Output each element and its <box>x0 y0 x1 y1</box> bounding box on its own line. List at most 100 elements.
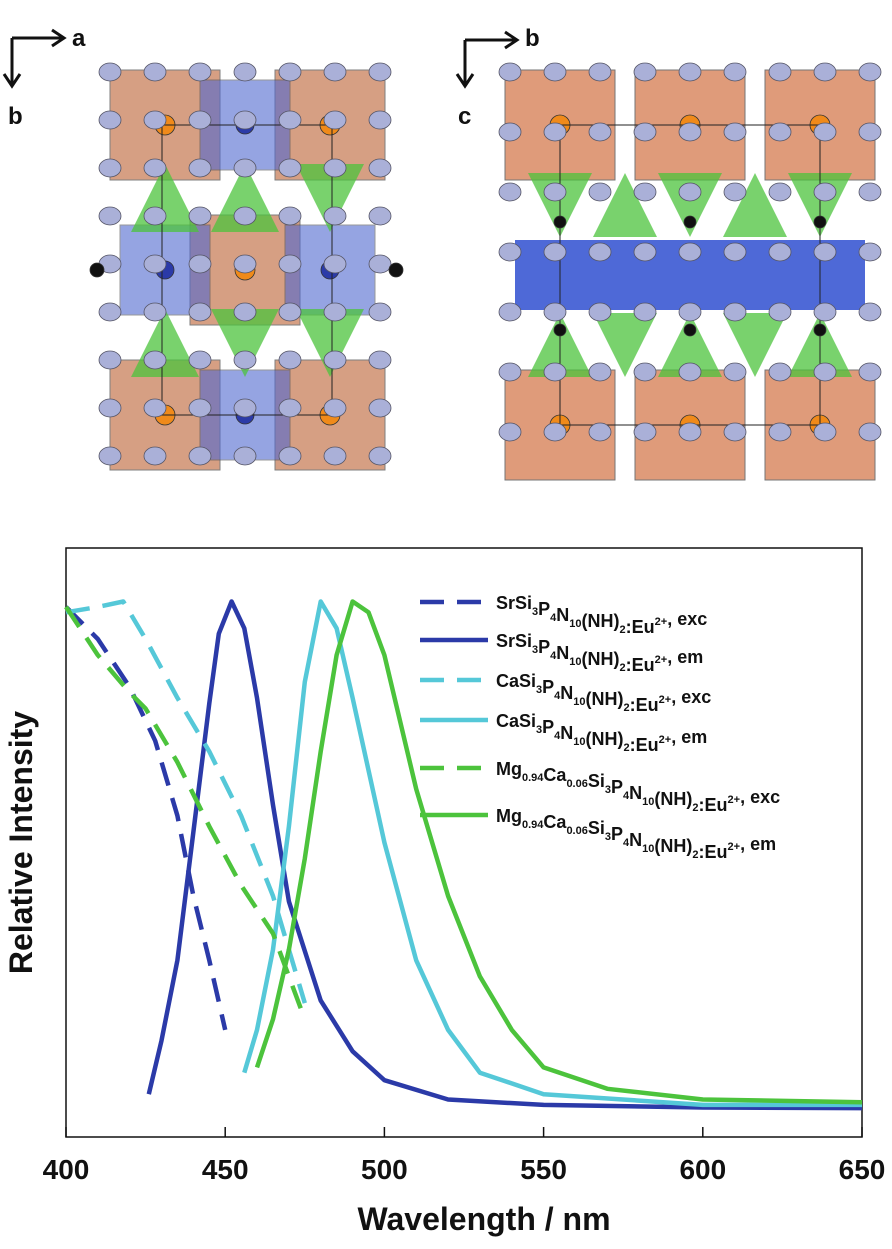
text-run: 10 <box>642 796 654 808</box>
atom <box>143 350 167 370</box>
legend-label: SrSi3P4N10(NH)2:Eu2+, exc <box>496 593 707 637</box>
atom <box>498 242 522 262</box>
atom <box>98 398 122 418</box>
text-run: (NH) <box>582 649 620 669</box>
tetrahedron <box>658 173 722 237</box>
atom <box>278 350 302 370</box>
atom <box>813 422 837 442</box>
text-run: 3 <box>536 724 542 736</box>
text-run: 4 <box>550 612 557 624</box>
atom <box>233 302 257 322</box>
text-run: 2 <box>624 702 630 714</box>
atom <box>233 446 257 466</box>
series-line <box>242 599 862 1108</box>
text-run: 10 <box>573 736 585 748</box>
atom <box>89 262 105 278</box>
atom <box>768 122 792 142</box>
text-run: 3 <box>532 606 538 618</box>
text-run: 2+ <box>728 841 741 853</box>
atom <box>368 110 392 130</box>
text-run: 0.94 <box>522 819 544 831</box>
atom <box>633 302 657 322</box>
x-tick-label: 650 <box>839 1154 886 1185</box>
text-run: P <box>542 717 554 737</box>
atom <box>388 262 404 278</box>
text-run: 4 <box>623 790 630 802</box>
text-run: 4 <box>554 690 561 702</box>
series-line <box>64 605 228 1031</box>
legend-label: CaSi3P4N10(NH)2:Eu2+, em <box>496 711 707 755</box>
axis-label: a <box>72 25 86 52</box>
atom <box>723 182 747 202</box>
atom <box>233 110 257 130</box>
atom <box>813 302 837 322</box>
series-line <box>65 599 307 1004</box>
text-run: :Eu <box>630 695 659 715</box>
text-run: 2+ <box>655 616 668 628</box>
axis-arrows <box>2 28 520 89</box>
atom <box>188 110 212 130</box>
atom <box>858 122 882 142</box>
atom <box>498 182 522 202</box>
atom <box>498 422 522 442</box>
atom <box>323 158 347 178</box>
text-run: P <box>538 599 550 619</box>
atom <box>768 302 792 322</box>
atom <box>813 182 837 202</box>
atom <box>543 302 567 322</box>
atom <box>678 302 702 322</box>
atom <box>143 158 167 178</box>
atom <box>768 362 792 382</box>
legend-label: SrSi3P4N10(NH)2:Eu2+, em <box>496 631 703 675</box>
atom <box>323 350 347 370</box>
atom <box>723 362 747 382</box>
atom <box>98 158 122 178</box>
atom <box>768 62 792 82</box>
text-run: 4 <box>554 730 561 742</box>
atom <box>188 254 212 274</box>
atom <box>858 62 882 82</box>
atom <box>858 242 882 262</box>
text-run: P <box>611 777 623 797</box>
text-run: :Eu <box>626 617 655 637</box>
atom <box>368 446 392 466</box>
crystal-structures: a b b c <box>2 25 882 481</box>
atom <box>98 350 122 370</box>
text-run: 10 <box>642 843 654 855</box>
text-run: :Eu <box>626 655 655 675</box>
axis-label: b <box>525 25 540 52</box>
atom <box>588 242 612 262</box>
text-run: 2 <box>692 802 698 814</box>
text-run: 2+ <box>655 654 668 666</box>
atom <box>813 242 837 262</box>
series-line <box>64 605 307 1020</box>
atom <box>723 302 747 322</box>
atom <box>368 398 392 418</box>
atom <box>278 398 302 418</box>
atom <box>633 62 657 82</box>
atom <box>188 158 212 178</box>
text-run: CaSi <box>496 711 536 731</box>
atom <box>368 158 392 178</box>
atom <box>813 62 837 82</box>
atom <box>678 62 702 82</box>
atom <box>368 350 392 370</box>
atom <box>323 62 347 82</box>
text-run: N <box>560 723 573 743</box>
tetrahedron <box>723 313 787 377</box>
x-tick-label: 450 <box>202 1154 249 1185</box>
text-run: 2 <box>624 742 630 754</box>
atom <box>498 302 522 322</box>
atom <box>98 62 122 82</box>
atom <box>368 62 392 82</box>
text-run: 3 <box>536 684 542 696</box>
atom <box>188 446 212 466</box>
text-run: (NH) <box>586 689 624 709</box>
atom <box>543 62 567 82</box>
x-tick-label: 400 <box>43 1154 90 1185</box>
atom <box>278 254 302 274</box>
atom <box>278 446 302 466</box>
text-run: 2+ <box>728 794 741 806</box>
text-run: P <box>542 677 554 697</box>
